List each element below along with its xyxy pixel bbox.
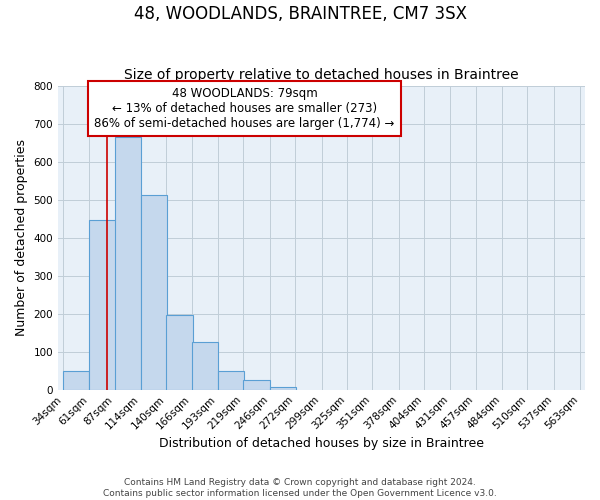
Bar (63, 370, 89, 390)
Bar (89, 220, 116, 390)
Bar (166, 316, 193, 390)
Text: 48, WOODLANDS, BRAINTREE, CM7 3SX: 48, WOODLANDS, BRAINTREE, CM7 3SX (133, 5, 467, 23)
Title: Size of property relative to detached houses in Braintree: Size of property relative to detached ho… (124, 68, 519, 82)
Text: 48 WOODLANDS: 79sqm
← 13% of detached houses are smaller (273)
86% of semi-detac: 48 WOODLANDS: 79sqm ← 13% of detached ho… (94, 86, 395, 130)
Bar (141, 195, 167, 390)
Bar (270, 386, 296, 390)
Bar (244, 380, 270, 390)
Y-axis label: Number of detached properties: Number of detached properties (15, 140, 28, 336)
Bar (115, 137, 141, 390)
X-axis label: Distribution of detached houses by size in Braintree: Distribution of detached houses by size … (159, 437, 484, 450)
Bar (218, 371, 244, 390)
Text: Contains HM Land Registry data © Crown copyright and database right 2024.
Contai: Contains HM Land Registry data © Crown c… (103, 478, 497, 498)
Bar (192, 342, 218, 390)
